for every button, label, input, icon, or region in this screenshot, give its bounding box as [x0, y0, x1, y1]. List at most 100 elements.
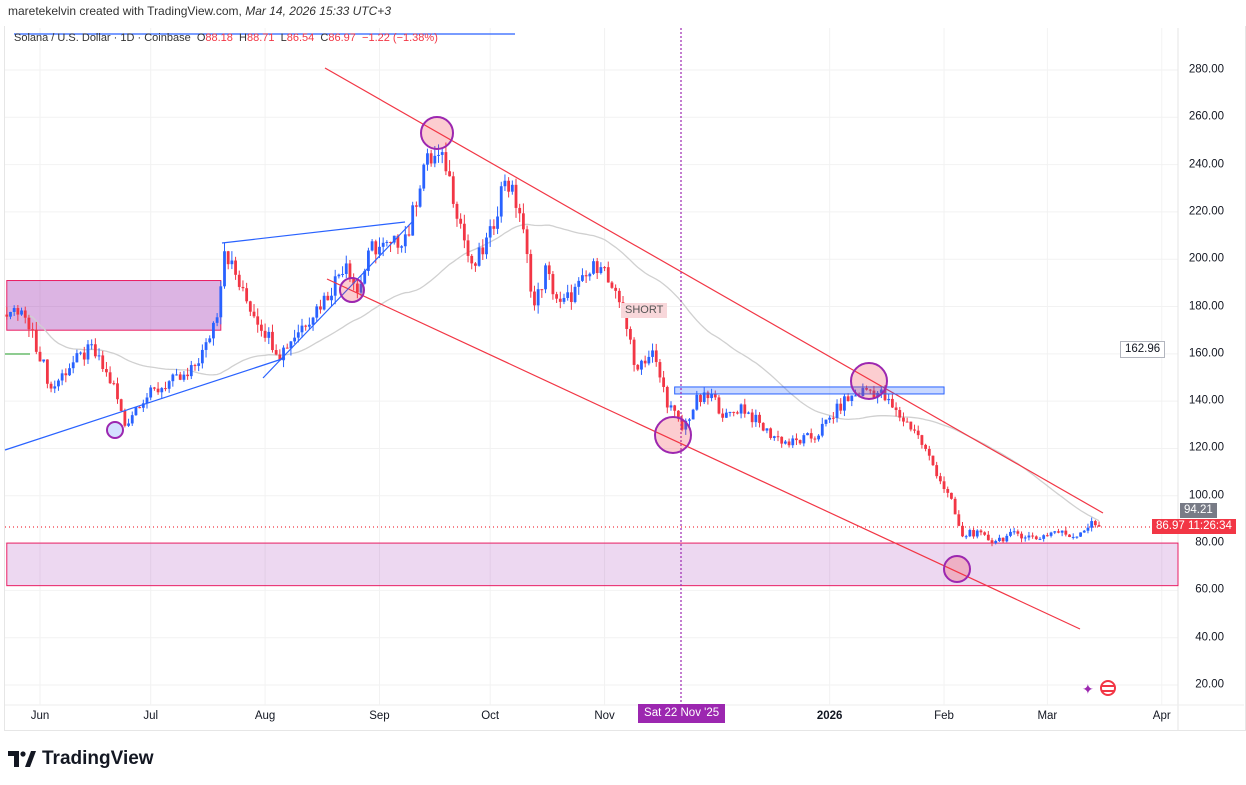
candle	[307, 324, 311, 327]
candle	[492, 226, 496, 229]
candle	[957, 514, 961, 526]
candle	[750, 412, 754, 423]
candle	[581, 275, 584, 281]
crosshair-date-label: Sat 22 Nov '25	[638, 704, 726, 723]
price-tick-label: 240.00	[1188, 158, 1224, 171]
candle	[972, 530, 975, 537]
candle	[1034, 536, 1038, 540]
candle	[902, 417, 905, 422]
candle	[846, 396, 850, 402]
candle	[916, 430, 920, 436]
candle	[680, 418, 684, 430]
candle	[961, 525, 964, 537]
candle	[699, 394, 702, 403]
time-tick-label: Jul	[143, 710, 159, 722]
candle	[776, 436, 780, 438]
candle	[189, 365, 193, 377]
candle	[658, 362, 662, 378]
candle	[97, 355, 101, 357]
candle	[702, 392, 706, 403]
candle	[824, 419, 828, 424]
candle	[758, 414, 761, 423]
candle	[606, 267, 610, 283]
candle	[330, 295, 333, 301]
us-flag-icon[interactable]	[1100, 680, 1116, 696]
candle	[64, 373, 68, 376]
candle	[795, 438, 798, 441]
candle	[23, 310, 27, 318]
candle	[518, 207, 522, 214]
candle	[1009, 531, 1012, 536]
candle	[71, 362, 75, 369]
candle	[68, 368, 71, 376]
candle	[271, 331, 274, 351]
candle	[1049, 532, 1053, 536]
candle	[145, 397, 149, 404]
candle	[311, 317, 315, 325]
candle	[577, 280, 581, 287]
candle	[547, 265, 551, 275]
candle	[724, 412, 728, 418]
candle	[551, 274, 555, 295]
candle	[514, 184, 518, 208]
candle	[924, 444, 927, 449]
candle	[82, 352, 86, 360]
candle	[979, 530, 983, 533]
candle	[437, 154, 440, 156]
candle	[496, 216, 499, 229]
candle	[983, 532, 987, 535]
candle	[197, 363, 201, 366]
candle	[344, 263, 348, 274]
candle	[178, 374, 182, 380]
candle	[459, 218, 463, 224]
price-tick-label: 60.00	[1195, 583, 1224, 596]
pivot-circle	[654, 416, 692, 454]
candle	[20, 310, 23, 315]
candle	[86, 344, 90, 360]
candle	[783, 441, 787, 444]
time-tick-label: Oct	[481, 710, 500, 722]
candle	[79, 352, 82, 354]
candle	[713, 393, 717, 398]
candle	[127, 423, 130, 426]
candle	[282, 347, 285, 361]
candle	[536, 289, 540, 306]
candle	[1053, 531, 1057, 533]
candle	[134, 407, 138, 416]
candle	[31, 329, 35, 331]
candle	[662, 377, 666, 387]
zones	[6, 280, 1179, 587]
candle	[640, 360, 643, 370]
candle	[45, 359, 49, 384]
candle	[964, 536, 968, 538]
tradingview-logo[interactable]: TradingView	[8, 748, 154, 770]
candle	[260, 324, 263, 331]
candle	[802, 435, 806, 444]
candle	[909, 421, 913, 430]
rising-wedge-resistance-line	[221, 221, 406, 244]
sparkle-icon[interactable]: ✦	[1082, 681, 1094, 697]
drawings	[4, 28, 1178, 705]
candle	[1001, 537, 1005, 542]
candle	[407, 234, 411, 236]
supply-demand-zone	[6, 542, 1179, 587]
candle	[710, 393, 713, 399]
candle	[665, 386, 669, 408]
candle	[1090, 521, 1094, 528]
candle	[629, 328, 632, 340]
candle	[555, 294, 558, 299]
candle	[105, 368, 108, 373]
candle	[968, 530, 972, 537]
candle	[108, 372, 112, 384]
candle	[883, 389, 887, 401]
candle	[990, 540, 994, 544]
candle	[584, 275, 588, 277]
candle	[942, 481, 946, 490]
candle	[839, 403, 843, 411]
candle	[414, 205, 418, 207]
time-tick-label: Feb	[934, 710, 954, 722]
candle	[927, 448, 931, 456]
candle	[588, 273, 592, 277]
candle	[57, 380, 60, 387]
